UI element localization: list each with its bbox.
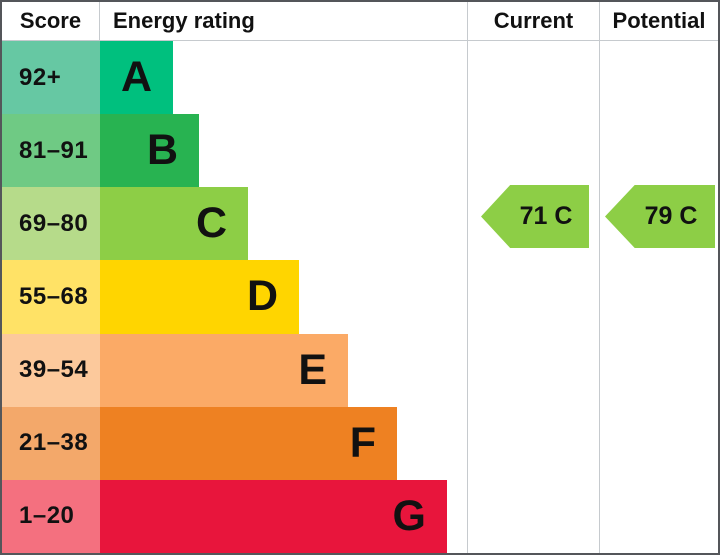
score-range-label: 1–20 <box>19 502 75 530</box>
rating-bar: B <box>100 114 199 188</box>
score-range: 39–54 <box>2 333 100 407</box>
score-range-label: 39–54 <box>19 356 89 384</box>
potential-rating-column: Potential 79 C <box>600 2 718 553</box>
potential-rating-arrow: 79 C <box>605 185 715 248</box>
score-range-label: 55–68 <box>19 282 89 310</box>
rating-row-c: 69–80 C <box>2 187 467 261</box>
score-range: 92+ <box>2 41 100 115</box>
score-range: 21–38 <box>2 406 100 480</box>
rating-letter: D <box>246 272 278 321</box>
rating-rows: 92+ A 81–91 B 69–80 C <box>2 41 467 553</box>
score-range-label: 21–38 <box>19 429 89 457</box>
rating-bar: E <box>100 333 348 407</box>
score-column-header: Score <box>2 2 100 40</box>
rating-bar: A <box>100 41 173 115</box>
score-range: 55–68 <box>2 260 100 334</box>
current-rating-column: Current 71 C <box>468 2 600 553</box>
rating-row-e: 39–54 E <box>2 333 467 407</box>
rating-letter: G <box>392 491 426 540</box>
rating-row-d: 55–68 D <box>2 260 467 334</box>
rating-letter: A <box>120 53 152 102</box>
rating-row-a: 92+ A <box>2 41 467 115</box>
potential-rating-label: 79 C <box>644 202 698 230</box>
potential-column-header: Potential <box>600 2 718 41</box>
rating-bar: D <box>100 260 299 334</box>
score-range-label: 92+ <box>19 63 62 91</box>
rating-letter: C <box>195 199 227 248</box>
rating-letter: E <box>298 345 327 394</box>
score-range-label: 69–80 <box>19 209 89 237</box>
current-rating-label: 71 C <box>519 202 573 230</box>
current-column-header: Current <box>468 2 599 41</box>
rating-bar: C <box>100 187 248 261</box>
rating-bar: F <box>100 406 397 480</box>
score-range: 1–20 <box>2 479 100 553</box>
rating-letter: B <box>146 126 178 175</box>
rating-row-f: 21–38 F <box>2 406 467 480</box>
rating-letter: F <box>349 418 376 467</box>
score-range: 81–91 <box>2 114 100 188</box>
rating-row-b: 81–91 B <box>2 114 467 188</box>
energy-rating-column-header: Energy rating <box>113 8 255 33</box>
rating-row-g: 1–20 G <box>2 479 467 553</box>
rating-bar: G <box>100 479 447 553</box>
table-header-row: Score Energy rating <box>2 2 467 41</box>
score-range: 69–80 <box>2 187 100 261</box>
rating-table-column: Score Energy rating 92+ A 81–91 B <box>2 2 468 553</box>
score-range-label: 81–91 <box>19 136 89 164</box>
current-rating-arrow: 71 C <box>481 185 589 248</box>
